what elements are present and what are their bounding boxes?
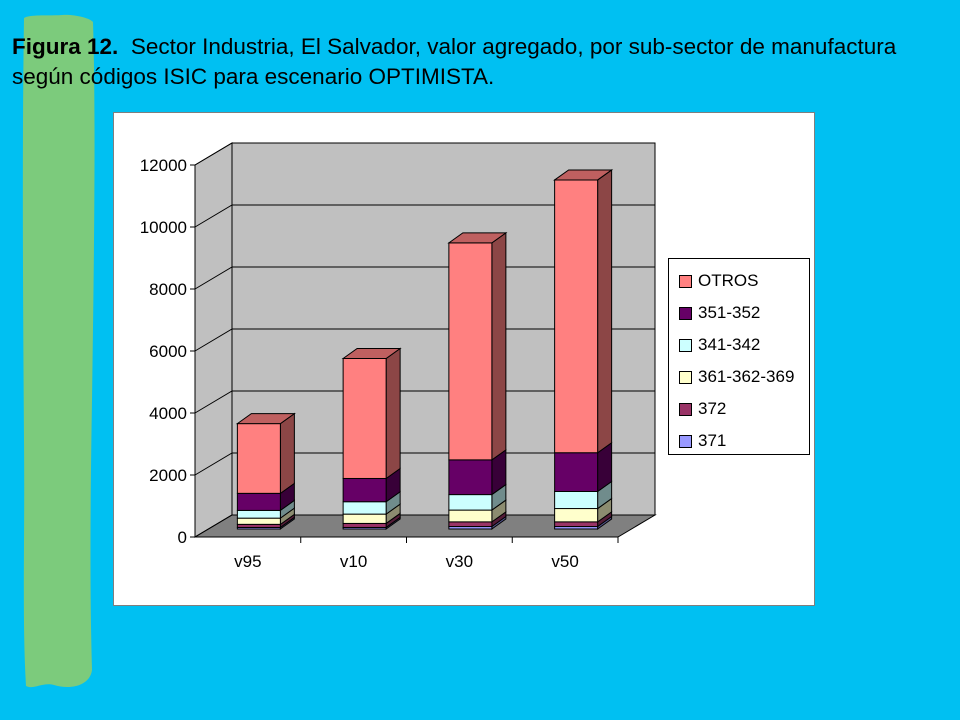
bar-segment-v95-351-352 [236, 492, 281, 511]
bar-segment-v50-OTROS [554, 179, 599, 454]
legend-item: 371 [669, 425, 809, 457]
y-tick-label: 12000 [140, 156, 187, 175]
y-tick-label: 8000 [149, 280, 187, 299]
legend-swatch [679, 306, 692, 320]
bar-top-v30 [447, 232, 508, 244]
gridline [194, 452, 655, 476]
bar-segment-v50-361-362-369 [554, 508, 599, 523]
legend-item: 372 [669, 393, 809, 425]
bar-segment-v30-361-362-369 [448, 509, 493, 523]
bar-segment-v10-372 [342, 522, 387, 528]
decorative-ribbon [22, 14, 95, 688]
legend-swatch [679, 402, 692, 416]
y-tick-label: 10000 [140, 218, 187, 237]
bar-top-v50 [553, 169, 614, 181]
bar-segment-v30-OTROS [448, 242, 493, 461]
y-tick-label: 4000 [149, 404, 187, 423]
x-tick-label: v30 [446, 552, 473, 571]
bar-segment-v30-341-342 [448, 494, 493, 511]
bar-side-OTROS [491, 231, 507, 461]
x-tick-label: v50 [551, 552, 578, 571]
legend-swatch [679, 370, 692, 384]
bar-segment-v10-341-342 [342, 501, 387, 515]
bar-segment-v10-361-362-369 [342, 513, 387, 524]
legend-item: OTROS [669, 265, 809, 297]
bar-segment-v95-OTROS [236, 423, 281, 494]
gridline [194, 266, 655, 290]
legend-label: 341-342 [698, 335, 761, 354]
x-tick-label: v10 [340, 552, 367, 571]
gridline [194, 204, 655, 228]
y-tick-label: 2000 [149, 466, 187, 485]
legend-item: 351-352 [669, 297, 809, 329]
chart-legend: OTROS 351-352 341-342 361-362-369 372 371 [668, 258, 810, 455]
bar-segment-v50-372 [554, 521, 599, 528]
gridline [194, 514, 655, 538]
legend-label: OTROS [698, 271, 759, 290]
gridline [194, 328, 655, 352]
bar-segment-v95-341-342 [236, 509, 281, 519]
bar-top-v10 [341, 348, 402, 359]
legend-item: 361-362-369 [669, 361, 809, 393]
legend-item: 341-342 [669, 329, 809, 361]
x-tick-label: v95 [234, 552, 261, 571]
legend-swatch [679, 274, 692, 288]
bar-segment-v30-372 [448, 521, 493, 528]
legend-swatch [679, 434, 692, 448]
figure-number: Figura 12. [12, 34, 119, 59]
bar-segment-v30-351-352 [448, 459, 493, 496]
legend-swatch [679, 338, 692, 352]
legend-label: 351-352 [698, 303, 761, 322]
figure-caption: Figura 12. Sector Industria, El Salvador… [12, 32, 942, 92]
y-tick-label: 6000 [149, 342, 187, 361]
bar-segment-v50-351-352 [554, 452, 599, 492]
bar-segment-v50-341-342 [554, 490, 599, 510]
y-tick-label: 0 [178, 528, 187, 547]
legend-label: 372 [698, 399, 727, 418]
bar-segment-v95-361-362-369 [236, 517, 281, 525]
bar-segment-v10-OTROS [342, 358, 387, 479]
bar-side-OTROS [279, 412, 295, 495]
legend-label: 371 [698, 431, 727, 450]
gridline [194, 390, 655, 414]
bar-side-OTROS [597, 168, 613, 454]
bar-top-v95 [235, 413, 296, 425]
legend-label: 361-362-369 [698, 367, 795, 386]
figure-title: Sector Industria, El Salvador, valor agr… [12, 34, 897, 89]
ribbon-shape [22, 14, 95, 688]
bar-side-OTROS [385, 347, 401, 480]
gridline [194, 142, 655, 166]
bar-segment-v10-351-352 [342, 477, 387, 503]
